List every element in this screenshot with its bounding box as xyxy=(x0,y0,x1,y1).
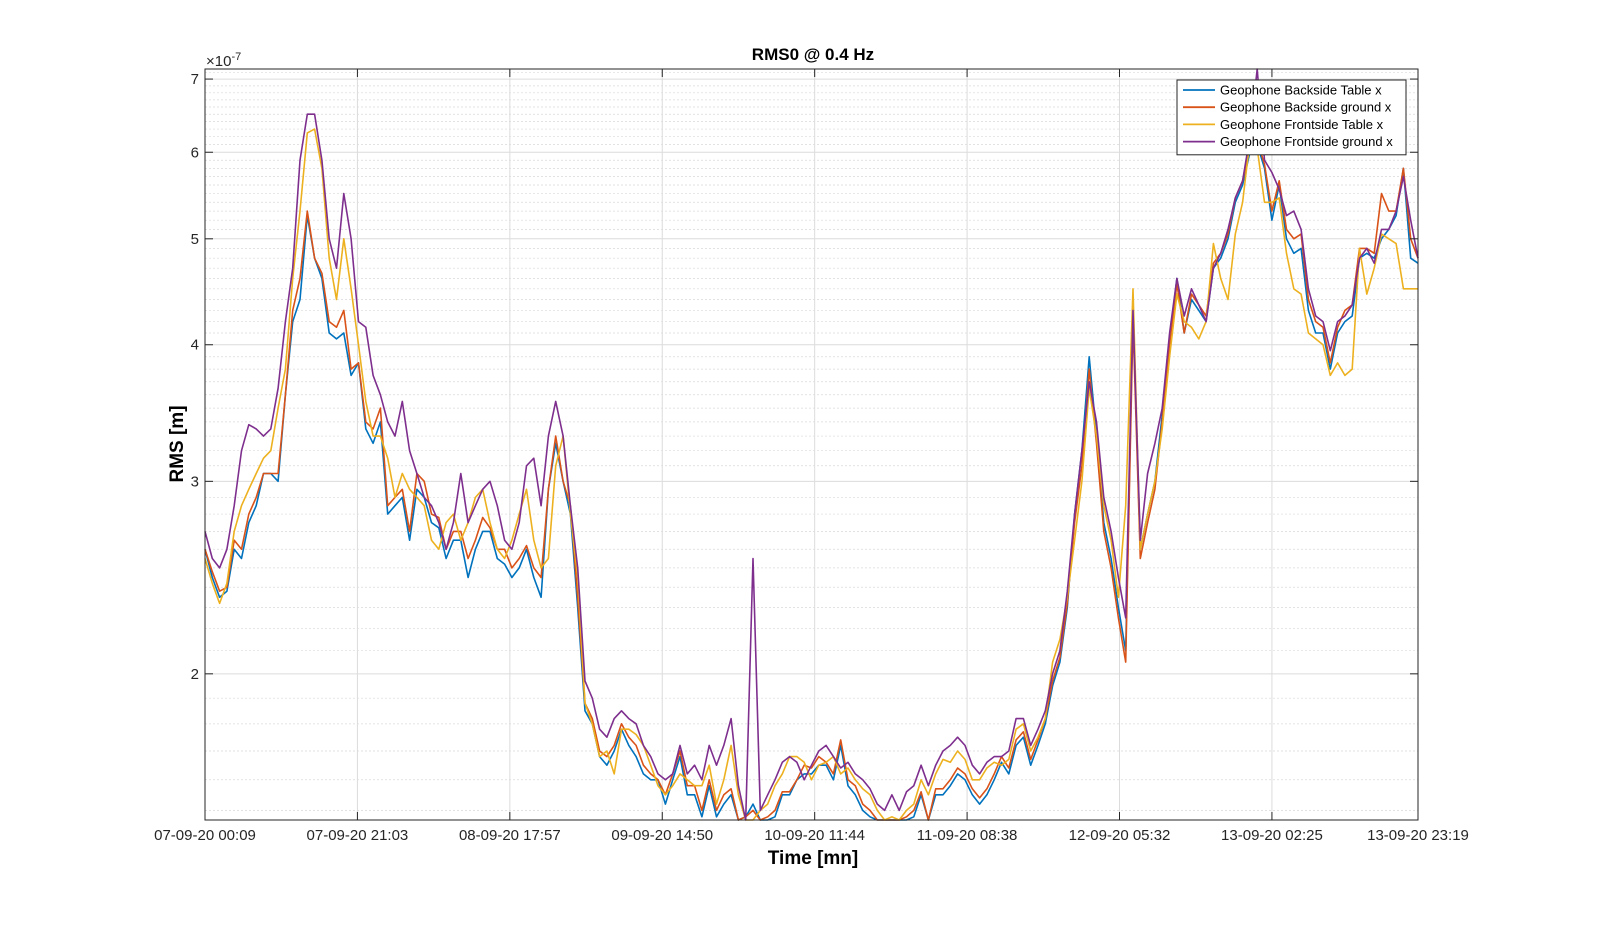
x-tick-label: 12-09-20 05:32 xyxy=(1069,827,1171,844)
legend-label-4: Geophone Frontside ground x xyxy=(1220,134,1393,149)
x-axis-label: Time [mn] xyxy=(768,848,858,869)
series-line-3 xyxy=(204,128,1418,821)
x-tick-labels: 07-09-20 00:09 07-09-20 21:03 08-09-20 17:… xyxy=(154,827,1469,844)
y-tick-label: 7 xyxy=(191,71,199,88)
legend-label-2: Geophone Backside ground x xyxy=(1220,100,1392,115)
y-exponent-label: ×10-7 xyxy=(206,51,241,70)
legend[interactable]: Geophone Backside Table x Geophone Backsi… xyxy=(1176,79,1407,156)
y-tick-label: 6 xyxy=(191,144,199,161)
x-tick-label: 10-09-20 11:44 xyxy=(764,827,865,844)
x-tick-label: 09-09-20 14:50 xyxy=(611,827,713,844)
plot-frame xyxy=(204,68,1419,821)
x-tick-label: 08-09-20 17:57 xyxy=(459,827,561,844)
x-tick-label: 07-09-20 00:09 xyxy=(154,827,256,844)
legend-label-3: Geophone Frontside Table x xyxy=(1220,117,1384,132)
series-line-4 xyxy=(204,68,1419,821)
plot-area xyxy=(205,69,1418,820)
legend-box xyxy=(1176,79,1407,156)
x-tick-label: 11-09-20 08:38 xyxy=(917,827,1018,844)
y-tick-label: 2 xyxy=(191,666,199,683)
y-axis-label: RMS [m] xyxy=(167,405,188,482)
series-layer xyxy=(204,68,1419,821)
y-tick-label: 5 xyxy=(191,231,199,248)
y-tick-label: 3 xyxy=(191,473,199,490)
y-tick-labels: 2 3 4 5 6 7 xyxy=(191,71,199,683)
ticks-layer xyxy=(204,69,1419,820)
x-tick-label: 13-09-20 23:19 xyxy=(1367,827,1469,844)
y-tick-label: 4 xyxy=(191,337,199,354)
legend-label-1: Geophone Backside Table x xyxy=(1220,83,1382,98)
series-line-2 xyxy=(204,139,1419,821)
chart-title: RMS0 @ 0.4 Hz xyxy=(752,45,874,64)
x-tick-label: 07-09-20 21:03 xyxy=(307,827,409,844)
x-tick-label: 13-09-20 02:25 xyxy=(1221,827,1323,844)
